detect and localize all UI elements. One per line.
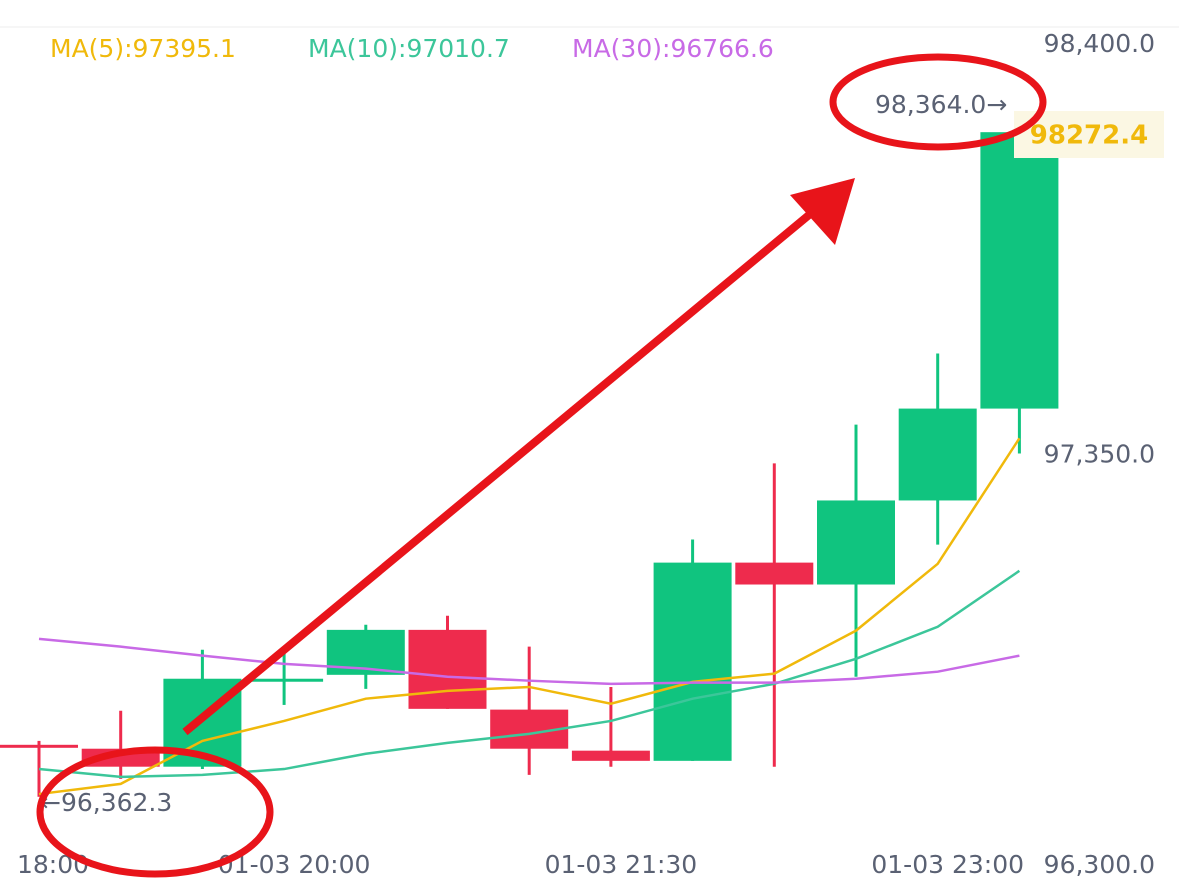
candle-body xyxy=(898,408,977,501)
legend-entry: MA(5):97395.1 xyxy=(50,34,236,63)
max-label: 98,364.0→ xyxy=(875,90,1007,119)
legend-name: MA(5) xyxy=(50,34,124,63)
y-tick-label: 96,300.0 xyxy=(1044,850,1155,879)
legend-name: MA(10) xyxy=(308,34,398,63)
annotations: 98,364.0→ ←96,362.3 98272.4 xyxy=(36,53,1164,878)
legend-entry: MA(10):97010.7 xyxy=(308,34,510,63)
plot: 96,300.097,350.098,400.018:00 01-03 20:00… xyxy=(0,29,1155,879)
x-tick-label: 01-03 23:00 xyxy=(871,850,1024,879)
candle-body xyxy=(980,132,1059,409)
legend-value: 97010.7 xyxy=(406,34,509,63)
highlight-circle xyxy=(36,746,274,878)
candle-body xyxy=(408,629,487,709)
y-tick-label: 98,400.0 xyxy=(1044,29,1155,58)
ma-line xyxy=(38,569,1021,779)
y-tick-label: 97,350.0 xyxy=(1044,440,1155,469)
highlight-circle xyxy=(829,53,1047,151)
legend-value: 97395.1 xyxy=(133,34,236,63)
x-tick-label: 01-03 21:30 xyxy=(545,850,698,879)
candle-body xyxy=(0,744,78,748)
candle-body xyxy=(653,562,732,761)
ma-line xyxy=(38,637,1020,686)
candle-body xyxy=(245,678,324,682)
min-label: ←96,362.3 xyxy=(40,788,172,817)
legend-name: MA(30) xyxy=(572,34,662,63)
candle-body xyxy=(571,750,650,761)
last-price: 98272.4 xyxy=(1030,121,1148,151)
trend-arrow xyxy=(182,206,818,736)
legend-entry: MA(30):96766.6 xyxy=(572,34,774,63)
candle-body xyxy=(817,500,895,585)
candle-body xyxy=(735,562,814,585)
legend-value: 96766.6 xyxy=(670,34,773,63)
ma-line xyxy=(38,437,1021,796)
trend-arrow-head xyxy=(790,178,855,245)
